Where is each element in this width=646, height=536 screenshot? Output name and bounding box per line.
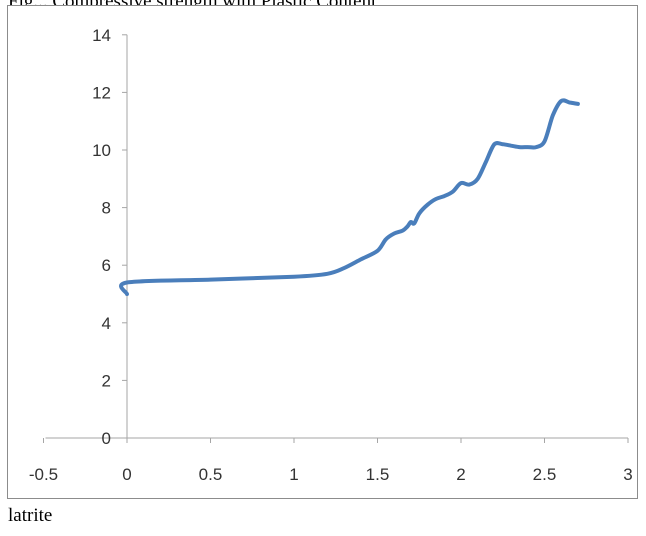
figure-caption: latrite	[8, 505, 53, 526]
series-line	[119, 98, 580, 296]
x-tick-label: 2.5	[533, 465, 557, 484]
y-tick-label: 0	[102, 429, 111, 448]
y-tick-label: 14	[92, 26, 111, 45]
y-tick-label: 8	[102, 199, 111, 218]
y-tick-label: 2	[102, 371, 111, 390]
x-tick-label: 2	[456, 465, 465, 484]
y-tick-label: 6	[102, 256, 111, 275]
y-tick-label: 12	[92, 83, 111, 102]
chart-frame: 0 2 4 6 8 10 12 14 -0.5 0 0.5 1 1.5 2 2.5 3	[7, 5, 638, 499]
line-chart: 0 2 4 6 8 10 12 14 -0.5 0 0.5 1 1.5 2 2.5 3	[29, 26, 633, 484]
x-tick-label: 3	[623, 465, 632, 484]
y-tick-label: 4	[102, 314, 111, 333]
x-tick-label: -0.5	[29, 465, 58, 484]
x-tick-label: 1	[289, 465, 298, 484]
x-tick-label: 0.5	[199, 465, 223, 484]
y-tick-label: 10	[92, 141, 111, 160]
x-tick-label: 1.5	[366, 465, 390, 484]
x-tick-label: 0	[122, 465, 131, 484]
